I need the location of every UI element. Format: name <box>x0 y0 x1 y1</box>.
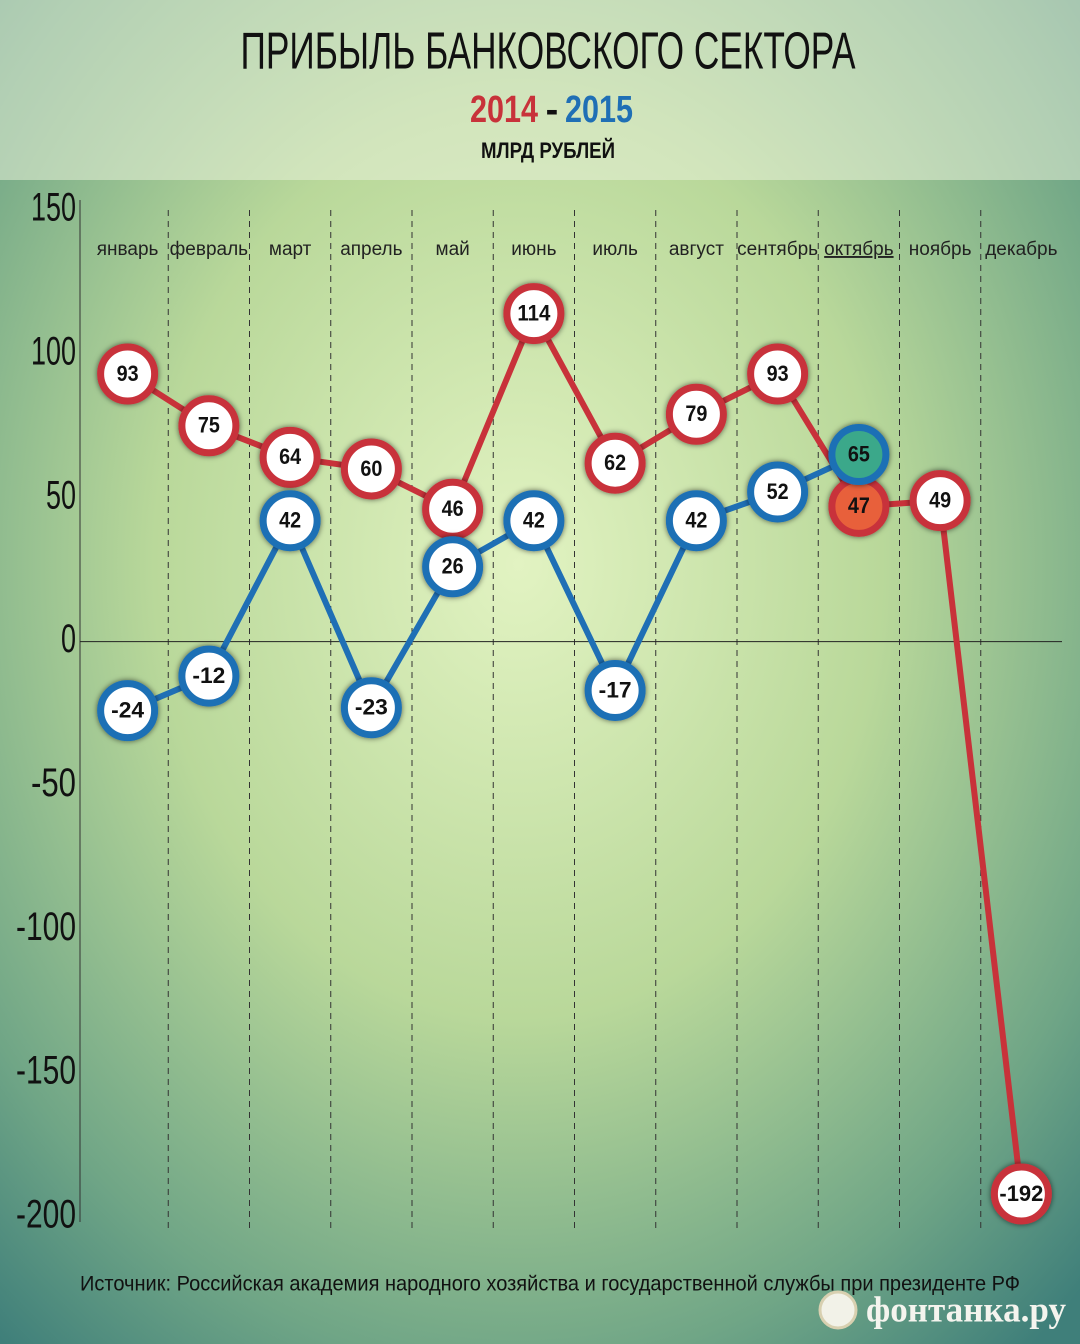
source: Источник: Российская академия народного … <box>80 1273 1020 1296</box>
point <box>340 677 402 739</box>
point <box>259 426 321 488</box>
y-tick-label: 150 <box>31 186 76 230</box>
unit-label: МЛРД РУБЛЕЙ <box>481 138 615 163</box>
x-tick-label: февраль <box>170 239 249 260</box>
x-tick-label: июнь <box>511 239 556 260</box>
value-label: 64 <box>279 444 302 469</box>
point <box>747 343 809 405</box>
value-label: 114 <box>517 300 551 325</box>
value-label: -23 <box>355 695 388 720</box>
y-tick-label: -150 <box>16 1049 76 1093</box>
point <box>97 343 159 405</box>
y-tick-label: 50 <box>46 473 76 517</box>
point <box>665 383 727 445</box>
value-label: 79 <box>685 401 707 426</box>
x-tick-label: апрель <box>340 239 402 260</box>
x-tick-label: март <box>269 239 312 260</box>
point <box>747 461 809 523</box>
y-tick-label: -200 <box>16 1193 76 1237</box>
header-band <box>0 0 1080 180</box>
value-label: 52 <box>767 479 789 504</box>
plot: 150 100 50 0 -50 -100 -150 -200 январь февраль мар… <box>16 186 1062 1237</box>
x-tick-label: октябрь <box>824 239 894 260</box>
point <box>828 424 890 486</box>
value-label: 47 <box>848 493 870 518</box>
y-tick-label: 100 <box>31 329 76 373</box>
series-line <box>126 451 861 714</box>
value-label: 60 <box>360 456 382 481</box>
subtitle-separator: - <box>546 89 559 131</box>
point <box>503 283 565 345</box>
value-label: -12 <box>192 663 225 688</box>
value-label: 26 <box>442 554 464 579</box>
point <box>259 490 321 552</box>
value-label: 93 <box>767 361 789 386</box>
value-label: 93 <box>117 361 139 386</box>
point <box>503 490 565 552</box>
point <box>584 659 646 721</box>
x-tick-label: август <box>669 239 724 260</box>
point <box>422 478 484 540</box>
point <box>178 395 240 457</box>
logo: фонтанка.ру <box>866 1289 1066 1329</box>
value-label: 42 <box>523 508 545 533</box>
value-label: 75 <box>198 413 220 438</box>
point <box>178 645 240 707</box>
legend-2015: 2015 <box>565 89 633 131</box>
legend-2014: 2014 <box>470 89 538 131</box>
point <box>990 1163 1052 1225</box>
y-tick-label: -100 <box>16 905 76 949</box>
x-tick-label: сентябрь <box>737 239 818 260</box>
x-tick-label: январь <box>97 239 159 260</box>
x-tick-label: декабрь <box>985 239 1057 260</box>
value-label: 46 <box>442 496 464 521</box>
point <box>97 680 159 742</box>
value-label: -17 <box>599 677 632 702</box>
value-label: 42 <box>279 508 301 533</box>
x-tick-label: май <box>436 239 470 260</box>
point <box>909 470 971 532</box>
point <box>340 438 402 500</box>
point <box>422 536 484 598</box>
logo-icon <box>818 1290 858 1330</box>
y-tick-label: -50 <box>31 761 76 805</box>
chart-title: ПРИБЫЛЬ БАНКОВСКОГО СЕКТОРА <box>241 23 856 81</box>
value-label: -24 <box>111 697 145 722</box>
y-tick-label: 0 <box>61 617 76 661</box>
value-label: 42 <box>685 508 707 533</box>
value-label: 62 <box>604 450 626 475</box>
x-tick-label: ноябрь <box>909 239 972 260</box>
point <box>665 490 727 552</box>
value-label: 65 <box>848 441 870 466</box>
value-label: -192 <box>999 1181 1043 1206</box>
value-label: 49 <box>929 487 951 512</box>
point <box>584 432 646 494</box>
x-tick-label: июль <box>592 239 638 260</box>
